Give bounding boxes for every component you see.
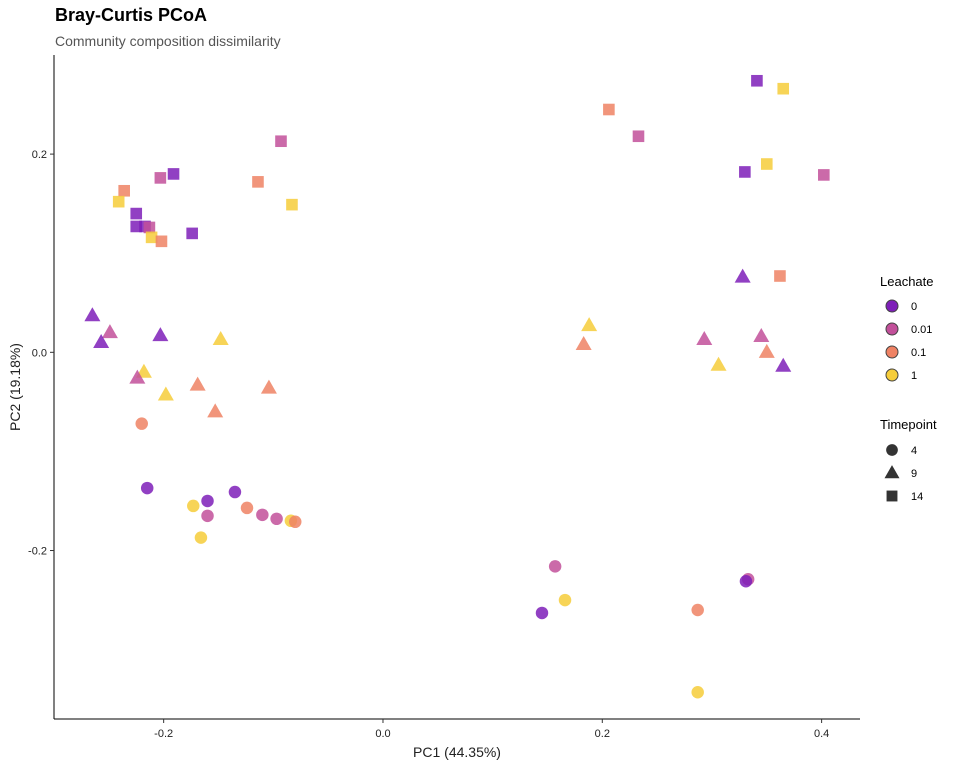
y-tick-label: -0.2	[28, 546, 47, 558]
data-point	[240, 501, 254, 515]
data-point	[187, 499, 200, 513]
data-point	[753, 328, 770, 343]
data-point	[129, 369, 146, 384]
data-point	[256, 508, 269, 522]
data-point	[775, 357, 792, 372]
data-point	[535, 606, 549, 620]
data-point	[130, 220, 143, 233]
data-point	[286, 198, 298, 211]
data-point	[201, 509, 214, 523]
legend-label-leachate: 1	[911, 370, 917, 382]
data-point	[289, 515, 302, 529]
data-point	[101, 324, 118, 339]
data-point	[143, 221, 156, 234]
data-point	[758, 343, 775, 358]
data-point	[603, 103, 615, 116]
data-point	[275, 135, 287, 148]
legend-label-timepoint: 4	[911, 445, 917, 457]
data-point	[751, 74, 763, 87]
legend-leachate: Leachate 0 0.01 0.1 1	[880, 274, 934, 382]
y-axis-title: PC2 (19.18%)	[7, 343, 23, 431]
data-point	[157, 386, 174, 401]
legend-label-timepoint: 9	[911, 468, 917, 480]
data-point	[774, 270, 786, 282]
legend-title-timepoint: Timepoint	[880, 417, 937, 432]
data-point	[194, 531, 208, 544]
legend-label-leachate: 0.01	[911, 324, 932, 336]
y-axis: -0.2 0.0 0.2 PC2 (19.18%)	[7, 55, 55, 719]
x-axis: -0.2 0.0 0.2 0.4 PC1 (44.35%)	[54, 718, 860, 760]
data-point	[130, 207, 143, 220]
legend-title-leachate: Leachate	[880, 274, 934, 289]
data-point	[212, 331, 229, 346]
data-point	[739, 575, 753, 588]
data-point	[691, 603, 704, 617]
data-point	[112, 195, 125, 208]
legend-timepoint: Timepoint 4 9 14	[880, 417, 937, 503]
data-point	[696, 331, 713, 346]
y-tick-label: 0.2	[32, 149, 47, 161]
legend-key-timepoint	[886, 444, 898, 456]
x-tick-label: 0.0	[375, 728, 390, 740]
y-tick-group: -0.2 0.0 0.2	[28, 149, 54, 558]
data-point	[84, 307, 101, 322]
data-point	[207, 403, 224, 418]
data-point	[186, 227, 198, 240]
data-point	[270, 512, 283, 526]
data-point	[260, 379, 277, 394]
data-point	[152, 327, 169, 342]
legend-label-leachate: 0	[911, 301, 917, 313]
data-point	[818, 169, 830, 181]
legend-key-timepoint	[884, 465, 900, 479]
legend-key-leachate	[885, 368, 899, 382]
data-point	[548, 560, 562, 573]
legend-label-leachate: 0.1	[911, 347, 926, 359]
data-point	[140, 481, 154, 495]
legend-leachate-items: 0 0.01 0.1 1	[885, 299, 932, 382]
data-point	[760, 158, 773, 170]
data-point	[118, 184, 130, 197]
data-point	[739, 166, 751, 178]
data-point	[632, 130, 645, 143]
legend-timepoint-items: 4 9 14	[884, 444, 923, 503]
data-point	[93, 334, 110, 349]
data-point	[135, 417, 148, 430]
data-point	[201, 494, 214, 508]
x-tick-label: -0.2	[154, 728, 173, 740]
legend-label-timepoint: 14	[911, 491, 923, 503]
legend-key-timepoint	[886, 490, 898, 502]
data-point	[710, 356, 727, 371]
data-point	[734, 268, 751, 283]
data-point	[252, 176, 264, 188]
data-point	[167, 168, 180, 180]
data-points	[84, 74, 830, 699]
legend-key-leachate	[885, 299, 899, 313]
data-point	[228, 485, 242, 499]
legend-key-leachate	[885, 345, 899, 359]
chart-subtitle: Community composition dissimilarity	[55, 33, 281, 49]
data-point	[575, 335, 592, 350]
data-point	[154, 172, 167, 184]
x-tick-group: -0.2 0.0 0.2 0.4	[154, 719, 829, 740]
data-point	[558, 593, 572, 607]
data-point	[691, 686, 704, 699]
x-axis-title: PC1 (44.35%)	[413, 744, 501, 760]
data-point	[155, 235, 168, 248]
legend-key-leachate	[885, 322, 899, 336]
data-point	[581, 317, 598, 332]
data-point	[145, 231, 158, 244]
x-tick-label: 0.4	[814, 728, 829, 740]
chart-title: Bray-Curtis PCoA	[55, 5, 208, 25]
data-point	[777, 82, 790, 95]
y-tick-label: 0.0	[32, 347, 47, 359]
x-tick-label: 0.2	[595, 728, 610, 740]
data-point	[189, 376, 206, 391]
